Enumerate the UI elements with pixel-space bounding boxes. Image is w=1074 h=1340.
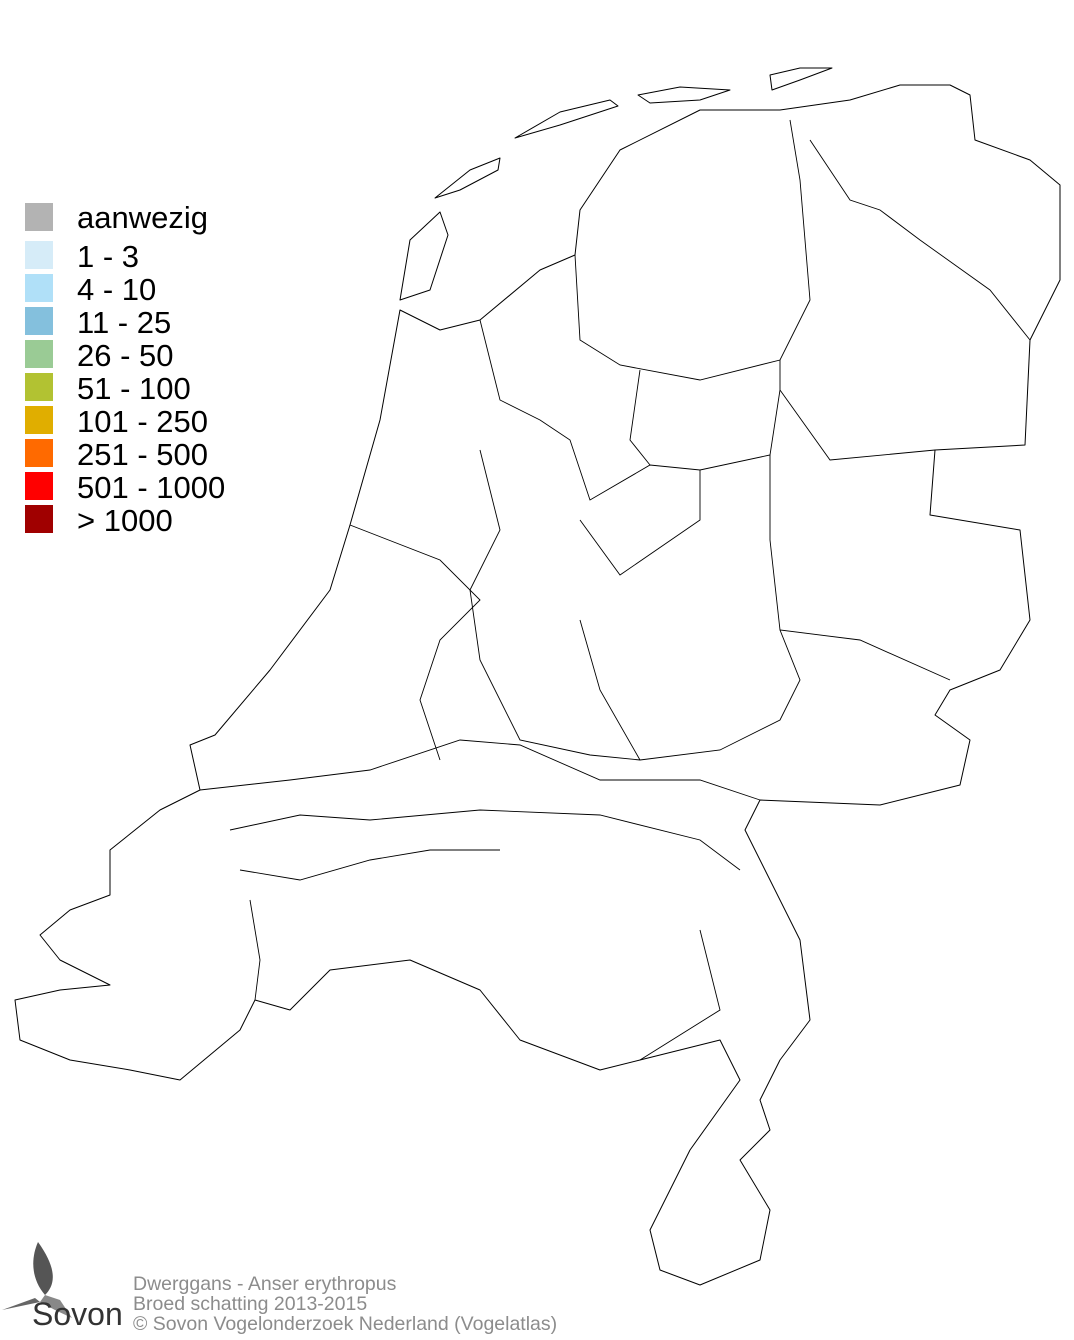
legend-label: 251 - 500 — [77, 437, 208, 472]
copyright: © Sovon Vogelonderzoek Nederland (Vogela… — [133, 1313, 558, 1335]
legend-swatch — [25, 203, 53, 231]
legend-swatch — [25, 505, 53, 533]
legend-swatch — [25, 406, 53, 434]
legend-item: aanwezig — [25, 202, 208, 233]
legend-item: 26 - 50 — [25, 340, 174, 371]
species-name: Dwerggans - Anser erythropus — [133, 1273, 397, 1295]
legend-swatch — [25, 241, 53, 269]
island-vlieland — [434, 157, 501, 199]
island-ameland — [637, 86, 731, 104]
island-schiermonnikoog — [769, 67, 833, 91]
map-credits: Dwerggans - Anser erythropus Broed schat… — [133, 1274, 557, 1334]
legend-label: 4 - 10 — [77, 272, 157, 307]
island-terschelling — [514, 99, 619, 139]
legend-item: 1 - 3 — [25, 241, 139, 272]
legend-item: 501 - 1000 — [25, 472, 225, 503]
legend-label: 1 - 3 — [77, 239, 140, 274]
legend-swatch — [25, 274, 53, 302]
legend-item: > 1000 — [25, 505, 173, 536]
legend-swatch — [25, 472, 53, 500]
legend-label: aanwezig — [77, 200, 208, 235]
estimate-period: Broed schatting 2013-2015 — [133, 1293, 368, 1315]
legend-swatch — [25, 373, 53, 401]
legend-swatch — [25, 439, 53, 467]
legend-swatch — [25, 307, 53, 335]
legend-item: 11 - 25 — [25, 307, 171, 338]
swallow-icon — [2, 1242, 72, 1318]
legend-label: 51 - 100 — [77, 371, 191, 406]
legend-item: 251 - 500 — [25, 439, 208, 470]
province-borders — [199, 119, 1031, 1061]
legend-item: 101 - 250 — [25, 406, 208, 437]
island-texel — [399, 211, 449, 301]
legend-item: 4 - 10 — [25, 274, 156, 305]
legend-swatch — [25, 340, 53, 368]
legend-label: 11 - 25 — [77, 305, 172, 340]
country-outline — [14, 84, 1061, 1286]
legend-label: 26 - 50 — [77, 338, 174, 373]
legend-item: 51 - 100 — [25, 373, 191, 404]
legend-label: > 1000 — [77, 503, 173, 538]
legend-label: 501 - 1000 — [77, 470, 226, 505]
sovon-logo-text: Sovon — [32, 1296, 123, 1332]
legend-label: 101 - 250 — [77, 404, 208, 439]
